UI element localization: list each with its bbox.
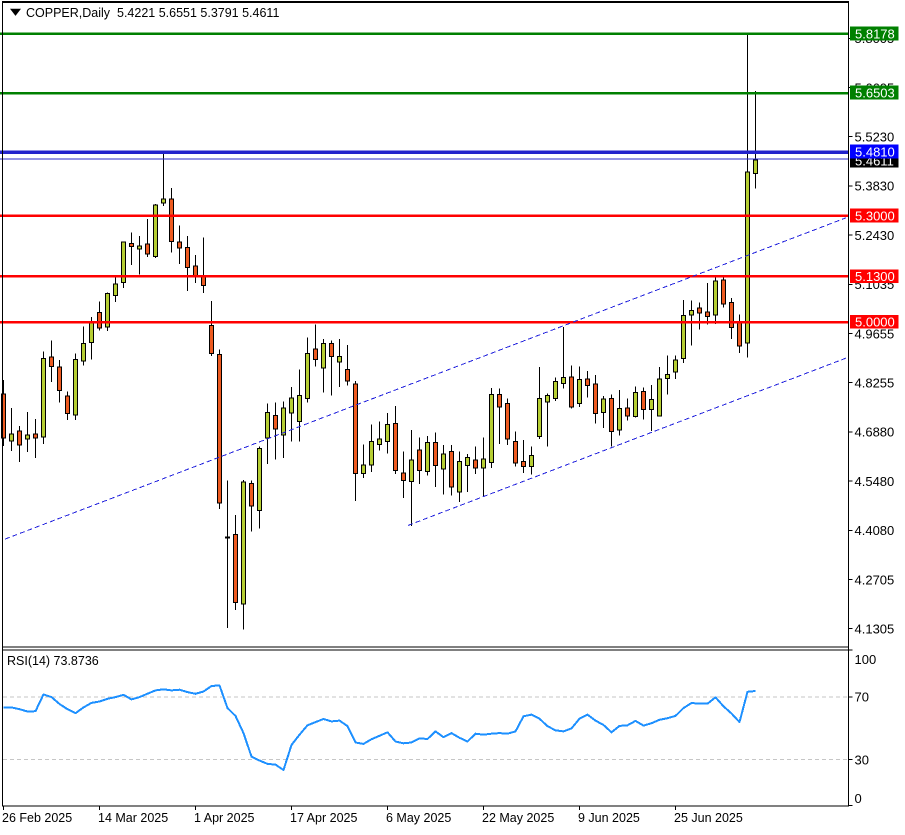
svg-text:25 Jun 2025: 25 Jun 2025 xyxy=(674,811,743,825)
svg-text:5.1300: 5.1300 xyxy=(855,269,895,284)
svg-text:100: 100 xyxy=(855,652,877,667)
svg-text:70: 70 xyxy=(855,689,869,704)
svg-text:5.8178: 5.8178 xyxy=(855,26,895,41)
svg-text:4.6880: 4.6880 xyxy=(855,425,895,440)
svg-text:0: 0 xyxy=(855,791,862,806)
svg-text:22 May 2025: 22 May 2025 xyxy=(482,811,554,825)
svg-text:5.4810: 5.4810 xyxy=(855,144,895,159)
svg-text:4.9655: 4.9655 xyxy=(855,326,895,341)
svg-text:1 Apr 2025: 1 Apr 2025 xyxy=(194,811,255,825)
svg-text:4.1305: 4.1305 xyxy=(855,622,895,637)
svg-text:5.3000: 5.3000 xyxy=(855,208,895,223)
svg-text:17 Apr 2025: 17 Apr 2025 xyxy=(290,811,357,825)
svg-text:4.8255: 4.8255 xyxy=(855,376,895,391)
svg-text:4.5480: 4.5480 xyxy=(855,474,895,489)
svg-text:4.2705: 4.2705 xyxy=(855,572,895,587)
svg-text:26 Feb 2025: 26 Feb 2025 xyxy=(2,811,72,825)
svg-text:9 Jun 2025: 9 Jun 2025 xyxy=(578,811,640,825)
svg-text:30: 30 xyxy=(855,752,869,767)
svg-text:RSI(14) 73.8736: RSI(14) 73.8736 xyxy=(7,654,99,668)
svg-text:4.4080: 4.4080 xyxy=(855,523,895,538)
svg-text:5.6503: 5.6503 xyxy=(855,85,895,100)
svg-text:5.0000: 5.0000 xyxy=(855,315,895,330)
svg-text:COPPER,Daily 5.4221 5.6551 5.: COPPER,Daily 5.4221 5.6551 5.3791 5.4611 xyxy=(26,6,279,20)
svg-text:5.2430: 5.2430 xyxy=(855,228,895,243)
svg-text:6 May 2025: 6 May 2025 xyxy=(386,811,451,825)
svg-text:5.3830: 5.3830 xyxy=(855,179,895,194)
svg-text:14 Mar 2025: 14 Mar 2025 xyxy=(98,811,168,825)
svg-text:5.5230: 5.5230 xyxy=(855,130,895,145)
